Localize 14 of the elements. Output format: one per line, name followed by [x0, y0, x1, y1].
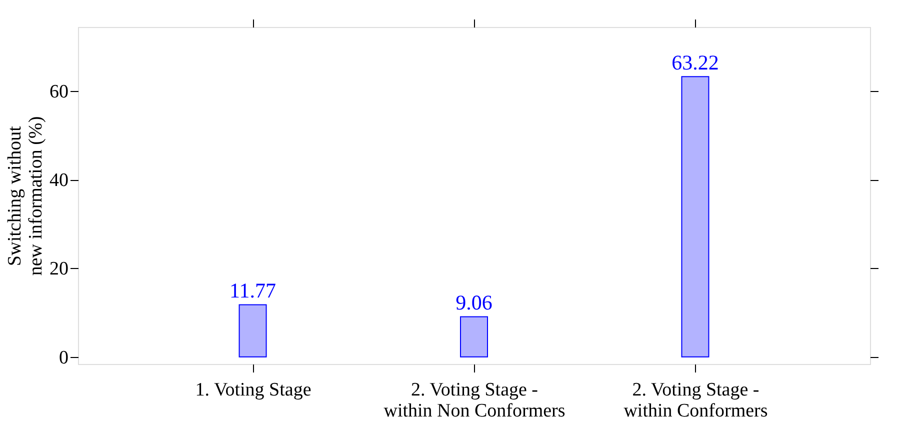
data-label: 63.22 — [672, 50, 719, 75]
bar — [238, 304, 267, 358]
x-tick-label: 2. Voting Stage - within Conformers — [624, 380, 768, 422]
bar — [681, 76, 710, 358]
data-label: 9.06 — [456, 290, 492, 315]
y-tick-label: 0 — [59, 347, 68, 368]
bar — [460, 316, 488, 358]
y-tick-label: 20 — [50, 258, 68, 280]
y-axis-title: Switching without new information (%) — [4, 116, 46, 276]
data-label: 11.77 — [230, 278, 276, 303]
x-tick-label: 2. Voting Stage - within Non Conformers — [384, 380, 566, 422]
x-tick-label: 1. Voting Stage — [195, 380, 312, 400]
y-tick-label: 60 — [50, 81, 68, 102]
y-tick-label: 40 — [50, 170, 68, 192]
